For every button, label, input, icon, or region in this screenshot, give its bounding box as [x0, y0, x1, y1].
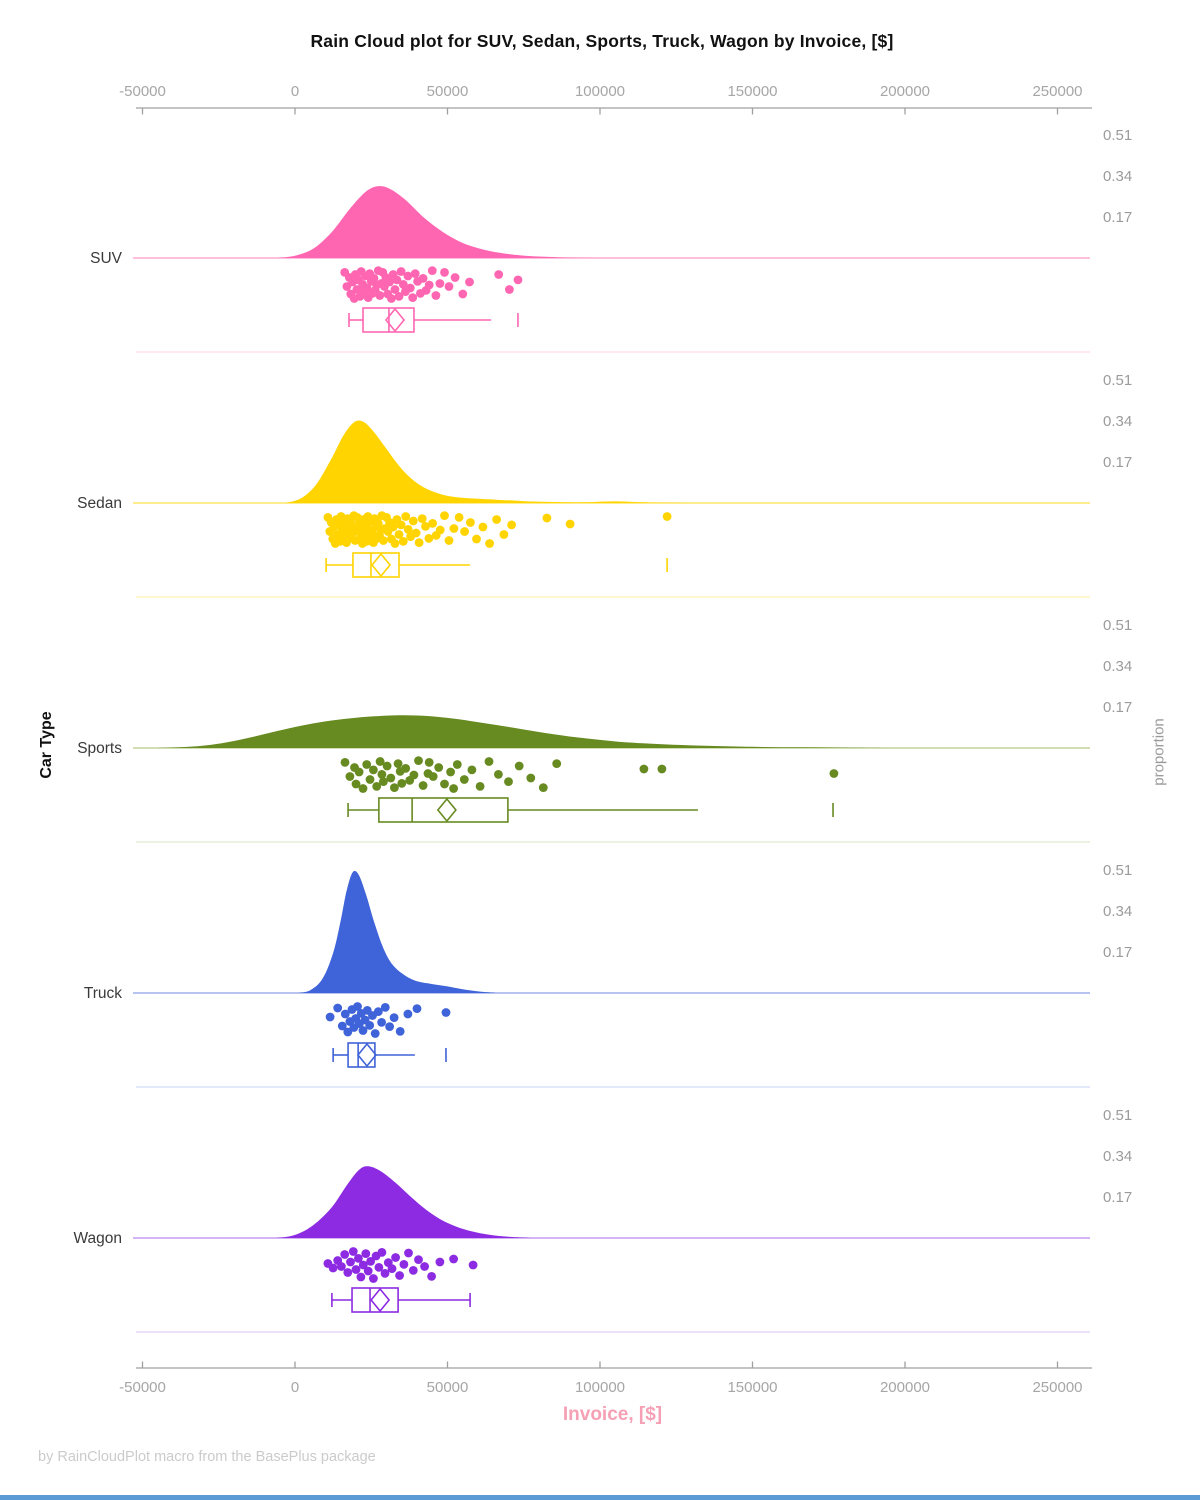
boxplot-sports: [347, 797, 834, 823]
panel-sedan: Sedan 0.17 0.34 0.51: [77, 372, 1132, 598]
proportion-tick-label: 0.34: [1103, 658, 1132, 675]
density-truck: [298, 870, 497, 993]
rain-wagon: [323, 1247, 478, 1283]
boxplot-suv: [348, 307, 519, 333]
density-sedan: [285, 420, 686, 503]
svg-text:200000: 200000: [880, 83, 930, 100]
proportion-tick-label: 0.51: [1103, 127, 1132, 144]
y-axis-label-car-type: Car Type: [38, 711, 55, 779]
boxplot-truck: [332, 1042, 447, 1068]
svg-text:150000: 150000: [727, 1379, 777, 1396]
rain-sedan: [323, 511, 672, 548]
category-label-sedan: Sedan: [77, 495, 122, 512]
rain-suv: [340, 266, 523, 303]
category-label-suv: SUV: [90, 250, 123, 267]
mean-diamond-wagon: [370, 1287, 391, 1313]
proportion-tick-label: 0.34: [1103, 413, 1132, 430]
boxplot-sedan: [325, 552, 668, 578]
svg-text:-50000: -50000: [119, 1379, 166, 1396]
proportion-tick-label: 0.51: [1103, 372, 1132, 389]
svg-text:250000: 250000: [1032, 83, 1082, 100]
top-x-axis: -50000 0 50000 100000 150000 200000 250000: [119, 83, 1092, 115]
svg-text:150000: 150000: [727, 83, 777, 100]
footer-attribution: by RainCloudPlot macro from the BasePlus…: [38, 1449, 376, 1465]
mean-diamond-sports: [436, 797, 457, 823]
mean-diamond-truck: [356, 1042, 378, 1068]
svg-text:100000: 100000: [575, 1379, 625, 1396]
chart-title: Rain Cloud plot for SUV, Sedan, Sports, …: [310, 31, 894, 51]
density-suv: [276, 186, 600, 258]
svg-text:-50000: -50000: [119, 83, 166, 100]
density-sports: [157, 715, 890, 748]
y-axis-label-proportion: proportion: [1150, 718, 1168, 786]
proportion-tick-label: 0.34: [1103, 1148, 1132, 1165]
svg-text:50000: 50000: [427, 1379, 469, 1396]
panel-suv: SUV 0.17 0.34 0.51: [90, 127, 1132, 353]
svg-text:50000: 50000: [427, 83, 469, 100]
mean-diamond-sedan: [370, 552, 392, 578]
panel-truck: Truck 0.17 0.34 0.51: [84, 862, 1132, 1088]
svg-text:200000: 200000: [880, 1379, 930, 1396]
category-label-wagon: Wagon: [73, 1230, 122, 1247]
category-label-truck: Truck: [84, 985, 122, 1002]
panel-sports: Sports 0.17 0.34 0.51: [77, 617, 1132, 843]
proportion-tick-label: 0.34: [1103, 168, 1132, 185]
category-label-sports: Sports: [77, 740, 122, 757]
bottom-edge-strip: [0, 1495, 1200, 1500]
rain-sports: [340, 756, 839, 793]
proportion-tick-label: 0.17: [1103, 699, 1132, 716]
mean-diamond-suv: [385, 307, 406, 333]
proportion-tick-label: 0.34: [1103, 903, 1132, 920]
proportion-tick-label: 0.51: [1103, 862, 1132, 879]
density-wagon: [276, 1166, 530, 1238]
svg-text:0: 0: [291, 83, 299, 100]
proportion-tick-label: 0.51: [1103, 617, 1132, 634]
rain-truck: [325, 1002, 451, 1038]
svg-text:250000: 250000: [1032, 1379, 1082, 1396]
bottom-x-axis: -50000 0 50000 100000 150000 200000 250000: [119, 1361, 1092, 1396]
panel-wagon: Wagon 0.17 0.34 0.51: [73, 1107, 1132, 1333]
svg-text:100000: 100000: [575, 83, 625, 100]
proportion-tick-label: 0.17: [1103, 1189, 1132, 1206]
proportion-tick-label: 0.17: [1103, 209, 1132, 226]
proportion-tick-label: 0.17: [1103, 944, 1132, 961]
boxplot-wagon: [331, 1287, 471, 1313]
proportion-tick-label: 0.51: [1103, 1107, 1132, 1124]
svg-text:0: 0: [291, 1379, 299, 1396]
x-axis-label-invoice: Invoice, [$]: [562, 1404, 663, 1425]
proportion-tick-label: 0.17: [1103, 454, 1132, 471]
